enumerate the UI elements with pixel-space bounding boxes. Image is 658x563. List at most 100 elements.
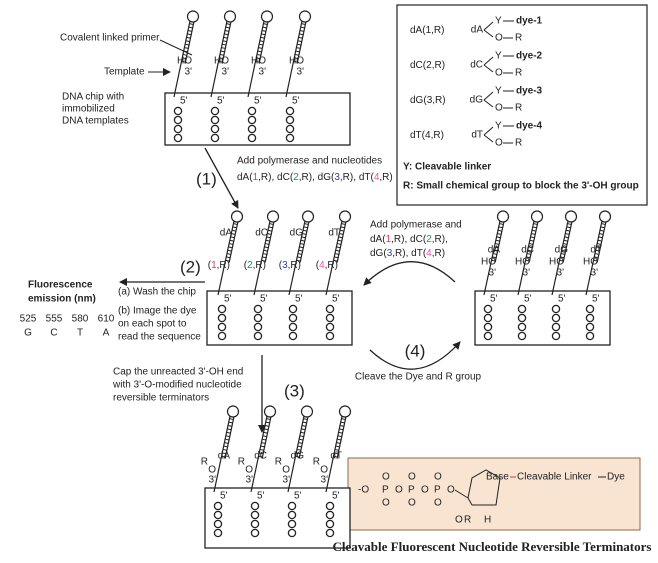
base-pair bbox=[299, 438, 304, 441]
spot bbox=[250, 519, 260, 529]
base-pair bbox=[339, 233, 344, 235]
base-pair bbox=[221, 455, 226, 458]
five-prime-label: 5' bbox=[332, 491, 340, 502]
spot bbox=[288, 313, 298, 323]
spot bbox=[325, 519, 335, 529]
base-pair bbox=[231, 233, 236, 235]
o-label: O bbox=[245, 465, 253, 476]
three-prime-label: 3' bbox=[209, 475, 217, 486]
base-pair bbox=[266, 236, 271, 239]
content: 5' 5' 5' 5'HO3'HO3'HO3'HO3'Covalent linked … bbox=[20, 10, 651, 554]
base-pair bbox=[220, 50, 225, 53]
chip-label: DNA templates bbox=[62, 116, 129, 127]
ho-label: HO bbox=[549, 257, 564, 268]
base-pair bbox=[219, 57, 224, 60]
spot bbox=[551, 331, 561, 341]
legend-group: R bbox=[515, 68, 522, 79]
base-pair bbox=[218, 60, 223, 63]
chip bbox=[204, 487, 351, 549]
three-prime-label: 3' bbox=[222, 67, 230, 78]
strand-nucleotide: dG bbox=[291, 451, 305, 462]
atom-o: O bbox=[382, 472, 390, 483]
base-pair bbox=[529, 239, 534, 242]
structure-dye: Dye bbox=[607, 472, 625, 483]
spot bbox=[247, 106, 257, 116]
ho-label: HO bbox=[481, 257, 496, 268]
base-pair bbox=[526, 253, 531, 255]
base-pair bbox=[496, 236, 501, 239]
base-pair bbox=[225, 26, 230, 29]
base-pair bbox=[258, 47, 263, 49]
spot bbox=[517, 331, 527, 341]
base-pair bbox=[231, 229, 237, 232]
base-pair bbox=[303, 418, 308, 420]
strand-stem bbox=[296, 21, 307, 64]
base-pair bbox=[185, 40, 190, 43]
base-pair bbox=[222, 452, 227, 455]
five-prime-label: 5' bbox=[257, 491, 265, 502]
five-prime-label: 5' bbox=[220, 491, 228, 502]
ho-label: HO bbox=[515, 257, 530, 268]
spot bbox=[210, 124, 220, 134]
three-prime-label: 3' bbox=[297, 67, 305, 78]
emission-base: C bbox=[50, 328, 57, 339]
base-pair bbox=[261, 30, 267, 32]
base-pair bbox=[229, 418, 234, 420]
chip-label: immobilized bbox=[62, 104, 115, 115]
base-pair bbox=[223, 445, 228, 448]
three-prime-label: 3' bbox=[591, 268, 599, 279]
spot bbox=[213, 519, 223, 529]
five-prime-label: 5' bbox=[180, 96, 188, 107]
step-text-part: , bbox=[312, 172, 318, 183]
five-prime-label: 5' bbox=[592, 294, 600, 305]
step-text-part: dG bbox=[318, 172, 332, 183]
step-text: read the sequence bbox=[118, 332, 201, 343]
base-pair bbox=[262, 26, 267, 29]
legend-name-part: dA bbox=[410, 25, 423, 36]
base-pair bbox=[495, 243, 500, 245]
base-pair bbox=[528, 246, 533, 249]
step-text: Cleave the Dye and R group bbox=[355, 372, 482, 383]
step-text-part: dC bbox=[410, 234, 423, 245]
base-pair bbox=[302, 233, 307, 235]
base-pair bbox=[334, 448, 339, 451]
atom-o: O bbox=[447, 485, 455, 496]
five-prime-label: 5' bbox=[260, 294, 268, 305]
base-pair bbox=[597, 243, 602, 245]
base-pair bbox=[293, 60, 298, 63]
spot bbox=[287, 501, 297, 511]
base-pair bbox=[256, 53, 261, 56]
spot bbox=[213, 501, 223, 511]
strand-terminator-part: ( bbox=[279, 260, 283, 271]
five-prime-label: 5' bbox=[224, 294, 232, 305]
base-pair bbox=[300, 26, 305, 29]
spot bbox=[287, 528, 297, 538]
strand bbox=[213, 415, 231, 493]
step-text-part: dC bbox=[277, 172, 290, 183]
strand-stem bbox=[299, 221, 310, 263]
base-pair bbox=[341, 418, 346, 420]
base-pair bbox=[530, 236, 535, 239]
arrow-4b bbox=[369, 341, 461, 370]
strand-stem bbox=[264, 221, 275, 263]
spot bbox=[250, 501, 260, 511]
spot bbox=[517, 304, 527, 314]
legend-box bbox=[396, 4, 648, 206]
spot bbox=[213, 510, 223, 520]
base-pair bbox=[563, 243, 568, 245]
hairpin-loop bbox=[260, 10, 274, 23]
base-pair bbox=[340, 421, 345, 424]
three-prime-label: 3' bbox=[259, 67, 267, 78]
spot bbox=[325, 322, 335, 332]
base-pair bbox=[300, 431, 305, 434]
step-text-part: 2 bbox=[426, 234, 432, 245]
atom-o: O bbox=[434, 498, 442, 509]
base-pair bbox=[567, 223, 572, 225]
spot bbox=[217, 313, 227, 323]
spot bbox=[285, 124, 295, 134]
strand-stem bbox=[261, 416, 272, 459]
three-prime-label: 3' bbox=[523, 268, 531, 279]
strand-stem bbox=[336, 416, 347, 459]
base-pair bbox=[559, 259, 564, 262]
